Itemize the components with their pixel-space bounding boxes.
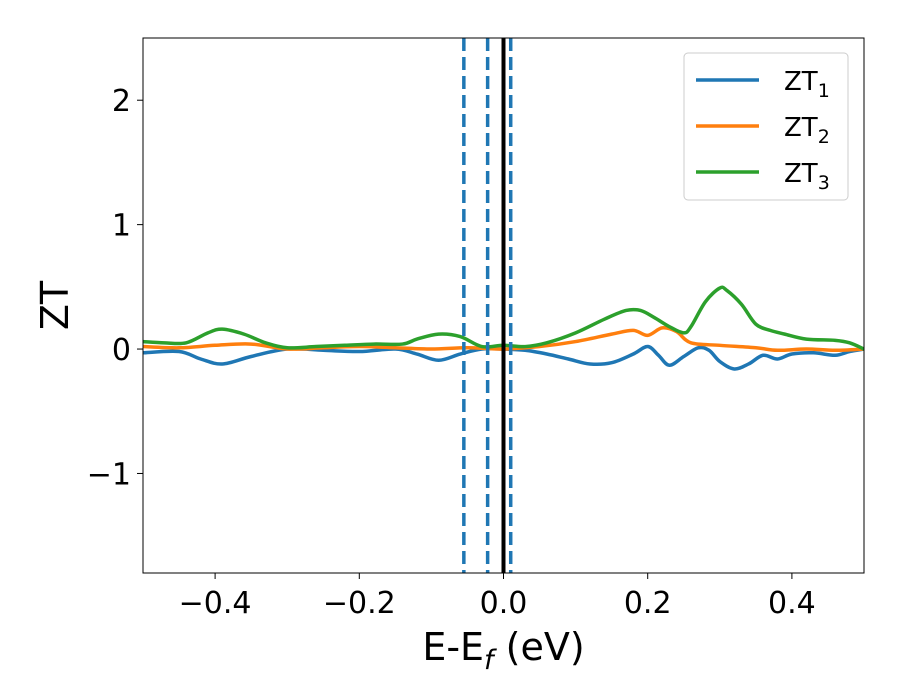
legend-label-zt2: ZT2: [784, 113, 830, 148]
legend-label-main: ZT: [784, 67, 818, 97]
legend-label-zt3: ZT3: [784, 159, 830, 194]
y-axis-title: ZT: [33, 280, 77, 330]
legend-label-sub: 3: [818, 172, 830, 194]
series-line-zt3: [143, 285, 864, 351]
legend-label-sub: 1: [818, 80, 830, 102]
x-tick-label: 0.0: [480, 586, 528, 621]
series-line-zt1: [143, 344, 864, 371]
legend-label-zt1: ZT1: [784, 67, 830, 102]
x-tick-label: −0.2: [323, 586, 396, 621]
legend-box: [683, 52, 849, 201]
axes: −0.4 −0.2 0.0 0.2 0.4 −1 0 1 2 E-Ef (eV) ZT: [33, 37, 865, 676]
y-tick-label: 2: [112, 84, 131, 119]
x-axis-title: E-Ef (eV): [422, 625, 584, 676]
x-tick-label: 0.4: [768, 586, 816, 621]
plot-area: [143, 38, 864, 573]
legend-label-sub: 2: [818, 126, 830, 148]
y-tick-label: −1: [87, 457, 131, 492]
x-tick-label: −0.4: [179, 586, 252, 621]
x-tick-label: 0.2: [624, 586, 672, 621]
x-axis-title-unit: (eV): [494, 625, 585, 669]
y-tick-label: 1: [112, 209, 131, 244]
y-tick-label: 0: [112, 333, 131, 368]
legend-label-main: ZT: [784, 113, 818, 143]
legend-label-main: ZT: [784, 159, 818, 189]
x-axis-title-main: E-E: [422, 625, 484, 669]
